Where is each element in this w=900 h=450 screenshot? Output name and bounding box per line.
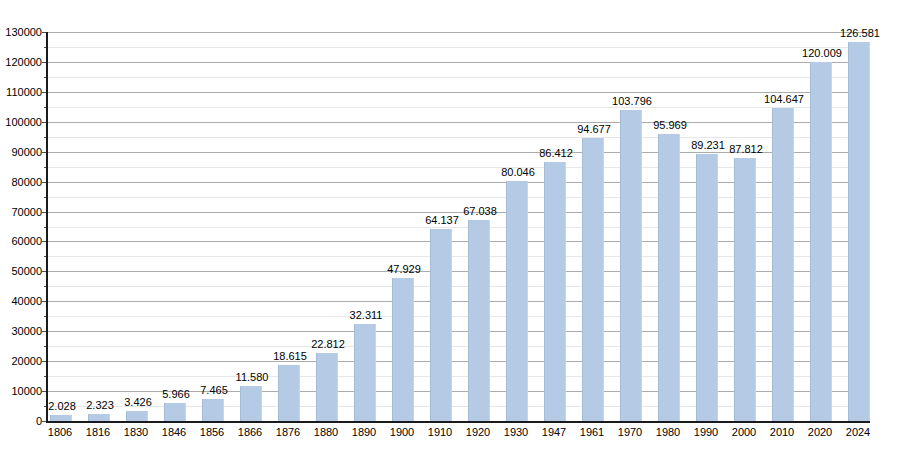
bar-value-label: 87.812 [729, 143, 763, 155]
population-bar-chart: 0 10000 20000 30000 40000 50000 60000 70000 8000… [0, 0, 900, 450]
bar-value-label: 103.796 [612, 95, 652, 107]
x-axis-tick-label: 1830 [124, 426, 148, 438]
y-axis-tick-label: 90000 [2, 146, 42, 158]
x-axis-tick-label: 1970 [618, 426, 642, 438]
minor-gridline [48, 77, 870, 78]
bar-1846 [164, 403, 186, 421]
major-gridline [48, 92, 870, 93]
bar-1970 [620, 110, 642, 421]
minor-gridline [48, 137, 870, 138]
bar-value-label: 126.581 [840, 27, 880, 39]
y-axis-tick-label: 60000 [2, 235, 42, 247]
y-axis-tick-label: 120000 [2, 56, 42, 68]
y-axis-tick-label: 70000 [2, 206, 42, 218]
bar-1990 [696, 154, 718, 421]
bar-2000 [734, 158, 756, 421]
bar-1947 [544, 162, 566, 421]
bar-1856 [202, 399, 224, 421]
y-axis-tick-label: 0 [2, 415, 42, 427]
major-gridline [48, 62, 870, 63]
major-gridline [48, 32, 870, 33]
bar-value-label: 3.426 [124, 396, 152, 408]
x-axis-tick-label: 1947 [542, 426, 566, 438]
x-axis-tick-label: 1890 [352, 426, 376, 438]
x-axis-tick-label: 2020 [808, 426, 832, 438]
bar-value-label: 80.046 [501, 166, 535, 178]
bar-1890 [354, 324, 376, 421]
x-axis-tick-label: 2024 [846, 426, 870, 438]
x-axis-tick-label: 1876 [276, 426, 300, 438]
x-axis-tick-label: 1856 [200, 426, 224, 438]
x-axis-tick-label: 2010 [770, 426, 794, 438]
bar-1930 [506, 181, 528, 421]
bar-value-label: 95.969 [653, 119, 687, 131]
y-axis-tick-label: 110000 [2, 86, 42, 98]
x-axis-tick-label: 2000 [732, 426, 756, 438]
y-axis-tick-label: 50000 [2, 265, 42, 277]
x-axis-tick-label: 1880 [314, 426, 338, 438]
y-axis-tick-label: 40000 [2, 295, 42, 307]
minor-gridline [48, 107, 870, 108]
bar-1980 [658, 134, 680, 421]
bar-value-label: 22.812 [311, 338, 345, 350]
y-axis-tick-label: 20000 [2, 355, 42, 367]
bar-1910 [430, 229, 452, 421]
bar-value-label: 89.231 [691, 139, 725, 151]
bar-value-label: 11.580 [236, 371, 269, 383]
bar-1920 [468, 220, 490, 421]
bar-value-label: 18.615 [273, 350, 307, 362]
x-axis-tick-label: 1920 [466, 426, 490, 438]
x-axis-tick-label: 1910 [428, 426, 452, 438]
bar-1880 [316, 353, 338, 421]
x-axis-tick-label: 1990 [694, 426, 718, 438]
bar-value-label: 47.929 [387, 263, 421, 275]
bar-1830 [126, 411, 148, 421]
bar-value-label: 7.465 [200, 384, 228, 396]
major-gridline [48, 122, 870, 123]
bar-value-label: 64.137 [425, 214, 459, 226]
x-axis-tick-label: 1980 [656, 426, 680, 438]
x-axis-tick-label: 1930 [504, 426, 528, 438]
y-axis-tick-label: 30000 [2, 325, 42, 337]
bar-value-label: 32.311 [350, 309, 383, 321]
y-axis-tick-label: 80000 [2, 176, 42, 188]
bar-value-label: 2.028 [48, 400, 76, 412]
bar-value-label: 86.412 [539, 147, 573, 159]
x-axis [46, 421, 870, 423]
bar-1900 [392, 278, 414, 421]
bar-value-label: 67.038 [463, 205, 497, 217]
x-axis-tick-label: 1816 [86, 426, 110, 438]
minor-gridline [48, 47, 870, 48]
bar-value-label: 120.009 [802, 47, 842, 59]
bar-2020 [810, 62, 832, 421]
bar-1806 [50, 415, 72, 421]
x-axis-tick-label: 1806 [48, 426, 72, 438]
bar-1961 [582, 138, 604, 421]
bar-value-label: 94.677 [577, 123, 611, 135]
bar-value-label: 2.323 [86, 399, 114, 411]
x-axis-tick-label: 1846 [162, 426, 186, 438]
y-axis-tick-label: 100000 [2, 116, 42, 128]
bar-value-label: 5.966 [162, 388, 190, 400]
y-axis-tick-label: 130000 [2, 26, 42, 38]
bar-1866 [240, 386, 262, 421]
bar-1816 [88, 414, 110, 421]
x-axis-tick-label: 1961 [580, 426, 604, 438]
y-axis-tick-label: 10000 [2, 385, 42, 397]
y-axis [46, 32, 48, 423]
bar-2010 [772, 108, 794, 421]
bar-value-label: 104.647 [764, 93, 804, 105]
bar-1876 [278, 365, 300, 421]
bar-2024 [848, 42, 870, 421]
x-axis-tick-label: 1866 [238, 426, 262, 438]
x-axis-tick-label: 1900 [390, 426, 414, 438]
